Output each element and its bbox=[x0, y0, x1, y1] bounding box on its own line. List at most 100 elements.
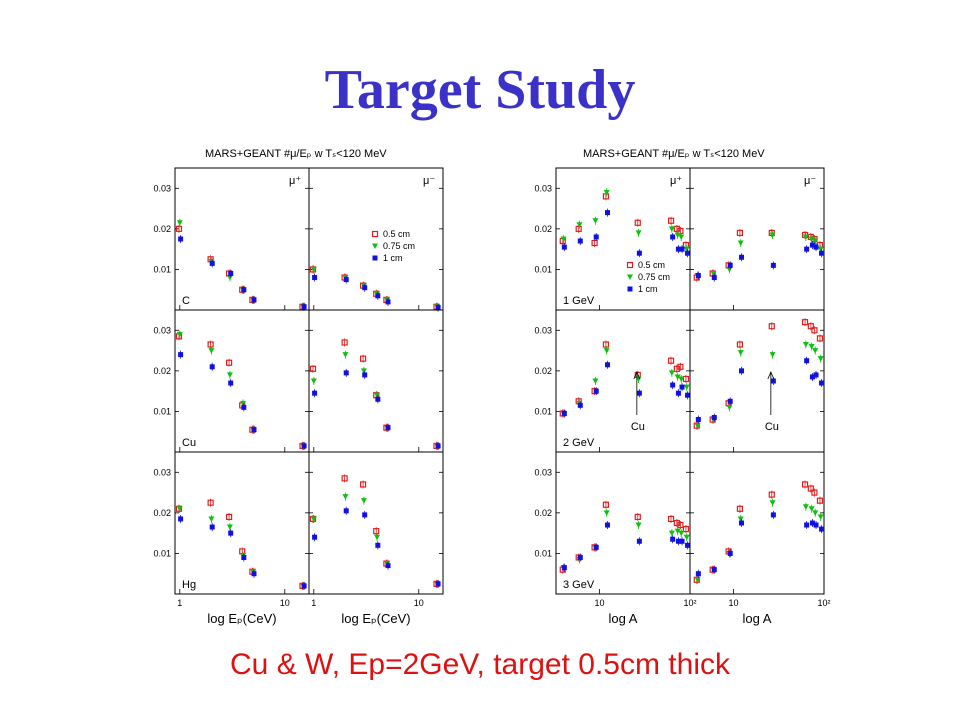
data-point bbox=[435, 581, 441, 587]
data-point bbox=[816, 497, 824, 504]
data-point bbox=[435, 305, 441, 311]
data-point bbox=[770, 378, 776, 384]
y-tick-label: 0.01 bbox=[153, 548, 171, 558]
panel-1-0: 0.01 0.02 0.03 2 GeV Cu bbox=[534, 309, 691, 453]
data-point bbox=[310, 516, 317, 522]
data-point bbox=[241, 287, 247, 293]
data-point bbox=[241, 554, 247, 560]
data-point bbox=[312, 390, 318, 396]
data-point bbox=[819, 380, 825, 386]
plot-title: MARS+GEANT #μ/Eₚ w Tₛ<120 MeV bbox=[205, 148, 387, 160]
data-point bbox=[341, 339, 348, 346]
data-point bbox=[804, 522, 810, 528]
data-point bbox=[727, 262, 733, 268]
data-point bbox=[175, 225, 183, 232]
data-point bbox=[770, 262, 776, 268]
data-point bbox=[667, 357, 675, 364]
x-tick-label: 1 bbox=[311, 598, 316, 608]
panel-0-1: μ⁻ bbox=[308, 167, 444, 312]
y-tick-label: 0.01 bbox=[534, 406, 552, 416]
data-point bbox=[675, 538, 681, 544]
legend-marker bbox=[372, 243, 378, 249]
data-point bbox=[251, 297, 257, 303]
data-point bbox=[812, 510, 819, 516]
data-point bbox=[807, 485, 814, 492]
data-point bbox=[373, 528, 380, 535]
data-point bbox=[670, 234, 676, 240]
data-point bbox=[683, 384, 690, 391]
panel-frame bbox=[555, 167, 691, 311]
column-label: μ⁺ bbox=[670, 175, 682, 187]
data-point bbox=[679, 384, 685, 390]
data-point bbox=[360, 498, 367, 504]
data-point bbox=[674, 528, 681, 535]
data-point bbox=[685, 250, 691, 256]
data-point bbox=[228, 380, 234, 386]
y-tick-label: 0.02 bbox=[534, 508, 552, 518]
data-point bbox=[374, 392, 381, 399]
data-point bbox=[739, 368, 745, 374]
data-point bbox=[343, 277, 349, 283]
data-point bbox=[240, 400, 247, 407]
data-point bbox=[807, 323, 814, 330]
data-point bbox=[695, 273, 701, 279]
data-point bbox=[667, 217, 675, 224]
data-point bbox=[226, 359, 233, 366]
panel-1-0: 0.01 0.02 0.03 Cu bbox=[153, 309, 310, 453]
data-point bbox=[812, 348, 819, 354]
legend-label: 1 cm bbox=[638, 284, 658, 294]
y-tick-label: 0.02 bbox=[153, 508, 171, 518]
data-point bbox=[228, 270, 234, 276]
data-point bbox=[668, 226, 675, 232]
column-label: μ⁺ bbox=[289, 175, 301, 187]
x-tick-label: 10 bbox=[595, 598, 605, 608]
data-point bbox=[679, 538, 685, 544]
panel-frame bbox=[689, 451, 825, 595]
data-point bbox=[310, 266, 317, 273]
plot-title: MARS+GEANT #μ/Eₚ w Tₛ<120 MeV bbox=[583, 148, 765, 160]
row-label: Cu bbox=[182, 437, 196, 449]
data-point bbox=[675, 390, 681, 396]
data-point bbox=[636, 538, 642, 544]
legend-label: 0.5 cm bbox=[383, 229, 410, 239]
x-tick-label: 10² bbox=[817, 598, 830, 608]
legend-label: 1 cm bbox=[383, 253, 403, 263]
data-point bbox=[301, 304, 307, 310]
data-point bbox=[251, 571, 257, 577]
data-point bbox=[341, 475, 348, 482]
legend-label: 0.75 cm bbox=[383, 241, 415, 251]
y-tick-label: 0.03 bbox=[534, 183, 552, 193]
x-tick-label: 1 bbox=[177, 598, 182, 608]
data-point bbox=[819, 526, 825, 532]
slide-caption: Cu & W, Ep=2GeV, target 0.5cm thick bbox=[230, 648, 730, 681]
data-point bbox=[809, 374, 815, 380]
legend-label: 0.5 cm bbox=[638, 260, 665, 270]
annotation-label: Cu bbox=[765, 421, 779, 433]
data-point bbox=[602, 193, 610, 200]
x-axis-label: log A bbox=[743, 611, 772, 626]
data-point bbox=[301, 443, 307, 449]
data-point bbox=[209, 364, 215, 370]
data-point bbox=[561, 244, 567, 250]
data-point bbox=[677, 363, 684, 370]
chart-1: MARS+GEANT #μ/Eₚ w Tₛ<120 MeV0.010.020.0… bbox=[534, 148, 830, 626]
data-point bbox=[635, 230, 642, 236]
data-point bbox=[602, 501, 610, 508]
data-point bbox=[176, 220, 183, 226]
data-point bbox=[209, 524, 215, 530]
data-point bbox=[342, 352, 349, 358]
legend-marker bbox=[371, 230, 379, 238]
panel-0-1: μ⁻ bbox=[689, 167, 825, 311]
data-point bbox=[817, 356, 824, 362]
data-point bbox=[226, 372, 233, 378]
data-point bbox=[682, 375, 690, 383]
data-point bbox=[802, 234, 809, 240]
data-point bbox=[176, 331, 183, 338]
data-point bbox=[178, 516, 184, 522]
data-point bbox=[176, 506, 183, 512]
data-point bbox=[310, 378, 317, 384]
data-point bbox=[802, 341, 809, 348]
data-point bbox=[207, 341, 214, 348]
data-point bbox=[817, 246, 824, 253]
data-point bbox=[802, 504, 809, 510]
